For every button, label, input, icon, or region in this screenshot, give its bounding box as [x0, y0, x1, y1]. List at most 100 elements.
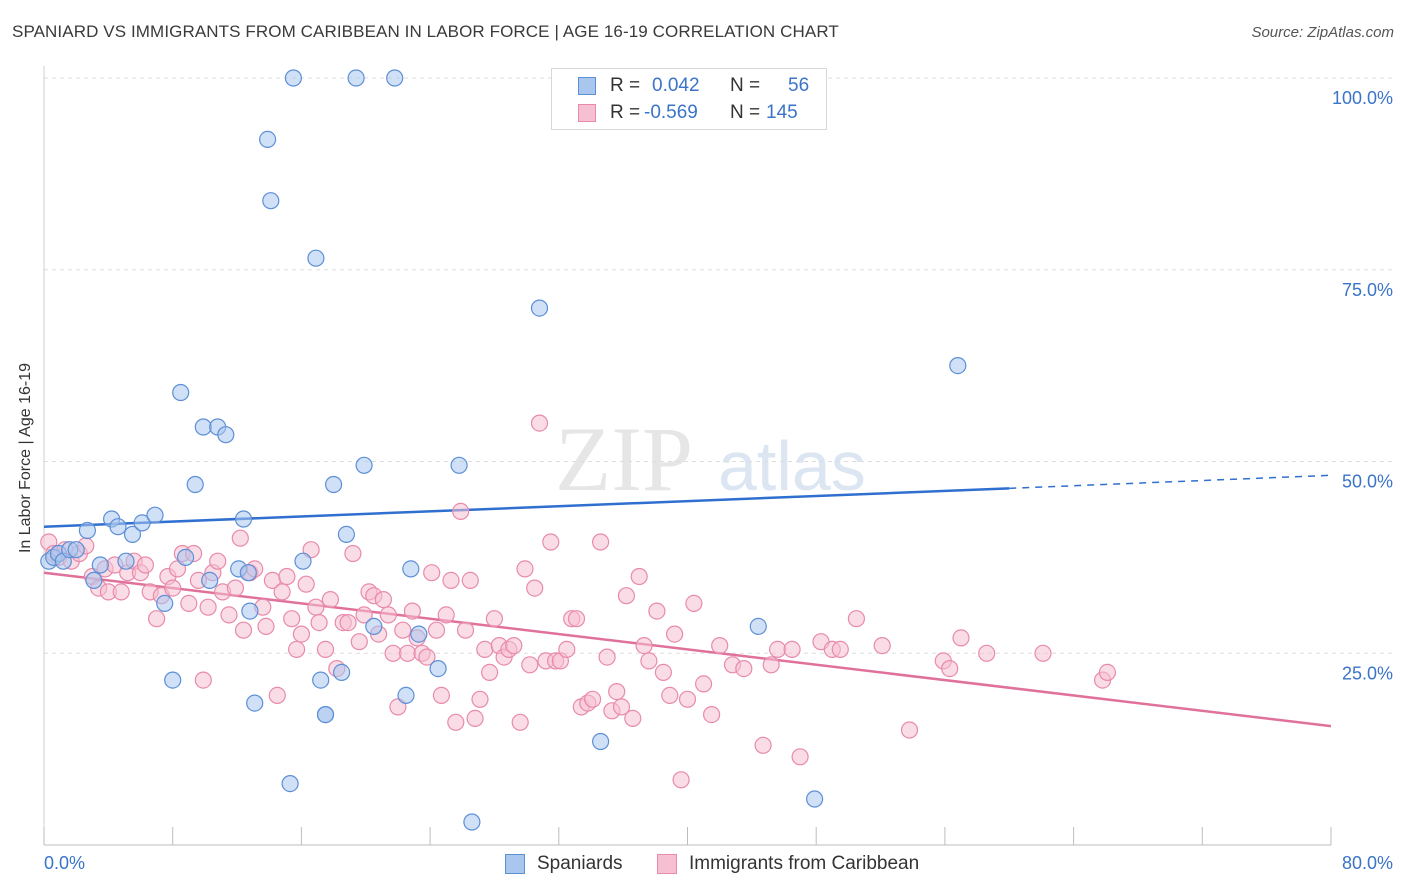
spaniard-point: [325, 475, 343, 494]
spaniard-point: [91, 556, 109, 574]
x-tick-label: 80.0%: [1342, 853, 1393, 873]
x-tick-label: 0.0%: [44, 853, 85, 873]
caribbean-point: [403, 602, 421, 620]
caribbean-point: [612, 698, 631, 716]
caribbean-point: [199, 598, 217, 616]
caribbean-point: [273, 583, 291, 601]
spaniard-point: [281, 774, 299, 793]
spaniard-point: [294, 552, 312, 570]
spaniard-point: [591, 732, 610, 751]
caribbean-point: [226, 579, 244, 597]
caribbean-point: [476, 640, 494, 659]
spaniard-point: [402, 560, 420, 578]
caribbean-point: [344, 544, 362, 563]
caribbean-point: [310, 613, 328, 632]
caribbean-point: [283, 610, 301, 628]
caribbean-point: [598, 648, 616, 666]
tick-labels: 25.0% 50.0% 75.0% 100.0% 0.0% 80.0%: [44, 88, 1393, 873]
legend-n-value: 56: [788, 75, 810, 96]
spaniard-point: [307, 249, 325, 267]
series-legend: Spaniards Immigrants from Caribbean: [0, 852, 1406, 878]
caribbean-point: [635, 636, 653, 655]
legend-label-spaniards: Spaniards: [537, 853, 623, 874]
caribbean-point: [583, 690, 602, 708]
legend-n-value: 145: [766, 102, 798, 123]
caribbean-point: [194, 671, 212, 689]
spaniards-trend-extension: [1009, 474, 1332, 490]
trend-lines: [43, 474, 1332, 728]
caribbean-point: [591, 533, 610, 551]
legend-swatch-pink: [657, 854, 677, 874]
caribbean-point: [952, 629, 970, 647]
chart-title: SPANIARD VS IMMIGRANTS FROM CARIBBEAN IN…: [12, 22, 839, 41]
legend-r-label: R =: [610, 75, 641, 96]
caribbean-point: [461, 571, 479, 590]
caribbean-point: [442, 571, 460, 590]
y-tick-label: 50.0%: [1342, 472, 1393, 492]
caribbean-point: [511, 713, 529, 731]
caribbean-point: [617, 587, 636, 605]
caribbean-point: [418, 648, 436, 666]
y-tick-label: 25.0%: [1342, 663, 1393, 683]
spaniard-point: [246, 694, 264, 712]
caribbean-point: [530, 414, 549, 432]
caribbean-point: [148, 610, 166, 628]
caribbean-point: [231, 529, 249, 547]
caribbean-point: [355, 606, 373, 624]
caribbean-point: [278, 567, 296, 586]
caribbean-point: [180, 594, 198, 613]
legend-row-caribbean: R = -0.569 N = 145: [552, 100, 826, 127]
caribbean-point: [831, 640, 849, 659]
caribbean-point: [384, 644, 402, 662]
caribbean-point: [735, 659, 753, 678]
spaniard-point: [312, 671, 330, 689]
spaniard-point: [397, 686, 415, 705]
caribbean-point: [624, 709, 642, 728]
caribbean-point: [630, 567, 648, 586]
spaniard-point: [78, 521, 97, 540]
caribbean-point: [288, 640, 306, 659]
legend-n-label: N =: [730, 75, 761, 96]
caribbean-point: [471, 690, 489, 708]
caribbean-point: [394, 621, 412, 639]
legend-r-value: 0.042: [652, 75, 700, 96]
caribbean-point: [209, 552, 227, 570]
caribbean-point: [941, 659, 959, 678]
caribbean-point: [374, 590, 392, 609]
caribbean-point: [257, 617, 275, 636]
caribbean-point: [694, 675, 713, 693]
spaniard-point: [239, 564, 257, 582]
spaniard-point: [172, 383, 190, 402]
spaniard-point: [333, 663, 351, 682]
legend-r-value: -0.569: [644, 102, 698, 123]
spaniard-point: [450, 456, 468, 474]
caribbean-point: [456, 621, 475, 639]
spaniard-point: [123, 525, 142, 544]
watermark-atlas: atlas: [718, 427, 866, 505]
caribbean-point: [526, 579, 544, 597]
legend-swatch-blue: [505, 854, 525, 874]
caribbean-point: [220, 606, 238, 624]
spaniard-point: [156, 594, 174, 613]
caribbean-point: [768, 640, 787, 659]
spaniard-point: [530, 299, 549, 317]
spaniard-point: [316, 705, 335, 724]
caribbean-point: [678, 690, 697, 708]
source-label: Source: ZipAtlas.com: [1251, 24, 1394, 41]
caribbean-point: [847, 610, 866, 628]
watermark-zip: ZIP: [555, 408, 693, 510]
caribbean-point: [783, 640, 801, 659]
caribbean-point: [648, 602, 666, 620]
spaniard-point: [217, 426, 235, 444]
caribbean-trend-line: [43, 571, 1332, 728]
caribbean-point: [437, 606, 455, 624]
caribbean-point: [791, 748, 809, 766]
spaniards-trend-line: [43, 487, 1010, 528]
caribbean-point: [505, 636, 523, 655]
caribbean-point: [307, 598, 325, 616]
caribbean-point: [164, 579, 182, 597]
spaniard-point: [133, 514, 151, 532]
spaniard-point: [177, 548, 195, 567]
spaniard-point: [109, 518, 127, 536]
caribbean-point: [432, 686, 450, 705]
